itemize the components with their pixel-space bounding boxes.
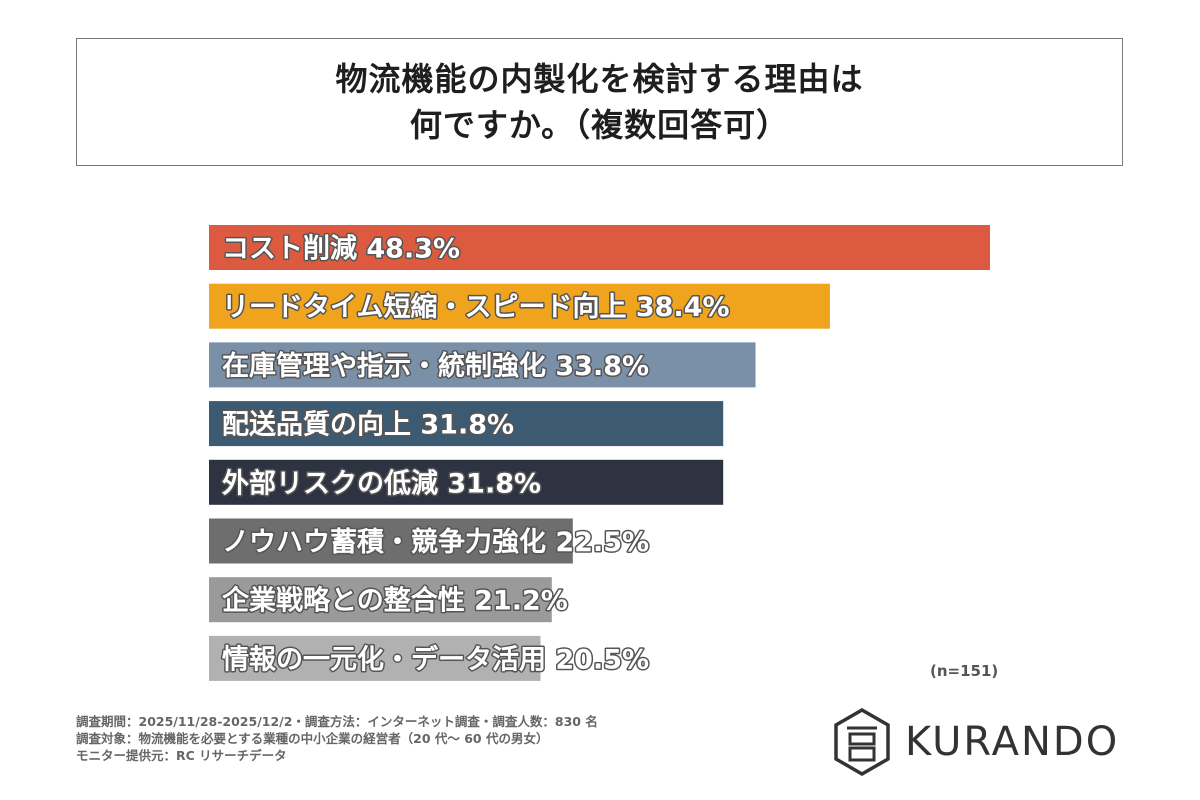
chart-title-box: 物流機能の内製化を検討する理由は 何ですか。（複数回答可） [76,38,1123,166]
survey-footnotes: 調査期間：2025/11/28-2025/12/2・調査方法：インターネット調査… [76,713,598,764]
bar-3 [209,342,756,388]
chart-title-line1: 物流機能の内製化を検討する理由は [335,60,864,98]
kurando-hexagon-logo-icon [834,708,890,776]
bar-label-7: 企業戦略との整合性 21.2% [222,585,568,617]
bar-6 [209,518,573,564]
bar-label-4: 配送品質の向上 31.8% [222,409,514,441]
bar-7 [209,577,552,623]
bar-8 [209,635,541,681]
bar-2 [209,283,830,329]
bar-label-3: 在庫管理や指示・統制強化 33.8% [222,350,649,382]
bar-label-2: リードタイム短縮・スピード向上 38.4% [222,291,730,323]
kurando-logo: KURANDO [833,708,1119,776]
footnote-line: 調査期間：2025/11/28-2025/12/2・調査方法：インターネット調査… [76,714,598,729]
bar-1 [209,225,990,270]
chart-title-line2: 何ですか。（複数回答可） [409,106,790,144]
bar-label-5: 外部リスクの低減 31.8% [222,467,541,499]
bar-label-1: コスト削減 48.3% [222,234,460,265]
sample-size-note: (n=151) [930,662,999,680]
bar-label-8: 情報の一元化・データ活用 20.5% [222,643,649,675]
logo-text: KURANDO [905,719,1120,765]
bar-4 [209,401,724,447]
bar-5 [209,459,724,505]
footnote-line: モニター提供元：RC リサーチデータ [76,748,287,763]
bar-label-6: ノウハウ蓄積・競争力強化 22.5% [222,527,649,558]
footnote-line: 調査対象：物流機能を必要とする業種の中小企業の経営者（20 代〜 60 代の男女… [76,731,549,746]
